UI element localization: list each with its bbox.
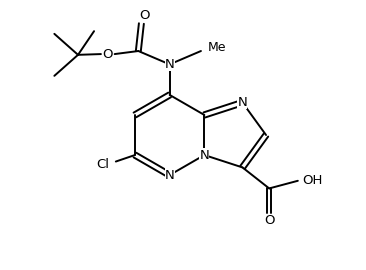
Text: O: O [139,9,150,22]
Text: O: O [102,48,113,60]
Text: Cl: Cl [97,158,110,171]
Text: N: N [238,96,247,109]
Text: N: N [165,168,175,182]
Text: Me: Me [208,42,226,55]
Text: OH: OH [302,174,322,187]
Text: N: N [199,148,209,161]
Text: O: O [264,214,274,227]
Text: N: N [165,58,175,71]
